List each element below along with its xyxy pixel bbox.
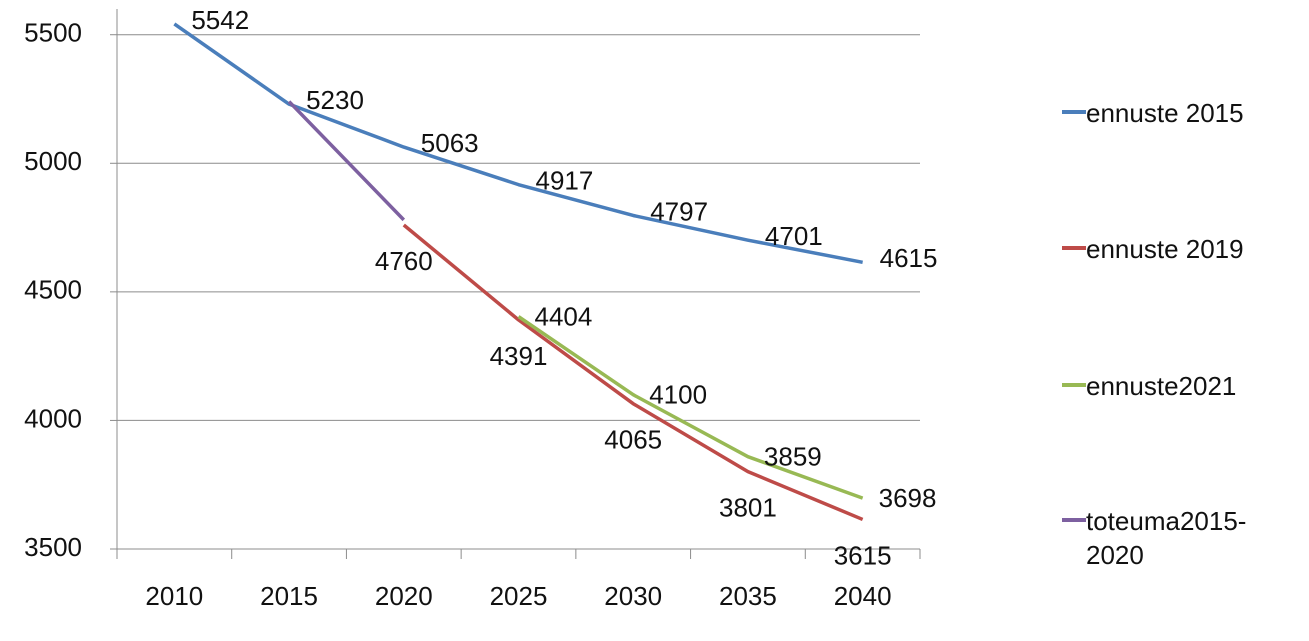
data-label: 4797 [650, 196, 708, 226]
data-label: 4917 [536, 166, 594, 196]
legend-swatch [1062, 518, 1086, 522]
x-tick-label: 2035 [719, 581, 777, 611]
legend-label: ennuste 2015 [1086, 98, 1244, 128]
legend-swatch [1062, 110, 1086, 114]
data-label: 4391 [490, 341, 548, 371]
data-label: 3859 [764, 442, 822, 472]
legend-entry: ennuste 2015 [1062, 96, 1302, 130]
legend-label: toteuma2015-2020 [1086, 506, 1247, 570]
legend-swatch [1062, 383, 1086, 387]
y-tick-label: 5500 [24, 18, 82, 48]
data-label: 5230 [306, 85, 364, 115]
data-label: 4065 [604, 425, 662, 455]
legend-label: ennuste2021 [1086, 371, 1237, 401]
data-label: 3615 [834, 540, 892, 570]
x-tick-label: 2040 [834, 581, 892, 611]
x-tick-label: 2010 [145, 581, 203, 611]
x-tick-label: 2015 [260, 581, 318, 611]
x-tick-label: 2020 [375, 581, 433, 611]
y-tick-label: 4500 [24, 275, 82, 305]
data-label: 4701 [765, 221, 823, 251]
series-line [402, 223, 864, 522]
series-line [517, 315, 864, 500]
legend-swatch [1062, 246, 1086, 250]
data-label: 5063 [421, 128, 479, 158]
series-line [287, 100, 406, 222]
legend-entry: ennuste 2019 [1062, 232, 1302, 266]
y-tick-label: 5000 [24, 146, 82, 176]
data-label: 5542 [191, 5, 249, 35]
data-label: 3801 [719, 492, 777, 522]
y-tick-label: 4000 [24, 403, 82, 433]
x-tick-label: 2030 [604, 581, 662, 611]
data-label: 4100 [649, 380, 707, 410]
data-label: 3698 [879, 483, 937, 513]
data-label: 4615 [880, 243, 938, 273]
legend-label: ennuste 2019 [1086, 234, 1244, 264]
legend-entry: ennuste2021 [1062, 369, 1302, 403]
chart: 3500 4000 4500 5000 5500 2010 2015 2020 2025 2030… [24, 5, 938, 611]
data-label: 4760 [375, 246, 433, 276]
data-label: 4404 [535, 301, 593, 331]
y-tick-label: 3500 [24, 532, 82, 562]
series-line [173, 22, 863, 265]
legend-entry: toteuma2015-2020 [1062, 504, 1302, 572]
x-tick-label: 2025 [490, 581, 548, 611]
